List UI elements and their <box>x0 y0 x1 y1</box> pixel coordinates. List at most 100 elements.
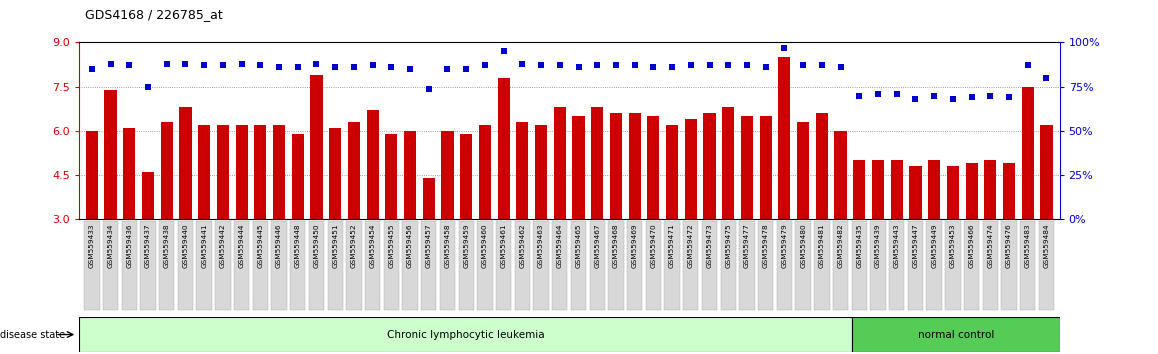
FancyBboxPatch shape <box>945 221 960 310</box>
FancyBboxPatch shape <box>159 221 175 310</box>
Text: GSM559438: GSM559438 <box>163 223 170 268</box>
Bar <box>516 122 528 219</box>
Point <box>364 63 382 68</box>
FancyBboxPatch shape <box>346 221 361 310</box>
Text: GDS4168 / 226785_at: GDS4168 / 226785_at <box>85 8 222 21</box>
FancyBboxPatch shape <box>889 221 904 310</box>
Point <box>513 61 532 67</box>
Text: GSM559465: GSM559465 <box>576 223 581 268</box>
Bar <box>591 107 603 219</box>
Text: GSM559447: GSM559447 <box>913 223 918 268</box>
FancyBboxPatch shape <box>85 221 100 310</box>
Text: GSM559459: GSM559459 <box>463 223 469 268</box>
Text: GSM559470: GSM559470 <box>651 223 657 268</box>
Point <box>831 64 850 70</box>
FancyBboxPatch shape <box>140 221 155 310</box>
Text: GSM559453: GSM559453 <box>950 223 955 268</box>
Bar <box>684 119 697 219</box>
Text: GSM559457: GSM559457 <box>426 223 432 268</box>
FancyBboxPatch shape <box>571 221 586 310</box>
Text: normal control: normal control <box>917 330 994 339</box>
Text: GSM559476: GSM559476 <box>1006 223 1012 268</box>
FancyBboxPatch shape <box>814 221 829 310</box>
Text: GSM559451: GSM559451 <box>332 223 338 268</box>
Bar <box>852 317 1060 352</box>
Point <box>662 64 681 70</box>
FancyBboxPatch shape <box>851 221 867 310</box>
Text: GSM559475: GSM559475 <box>725 223 731 268</box>
Bar <box>1003 164 1016 219</box>
Text: GSM559467: GSM559467 <box>594 223 600 268</box>
Bar <box>872 160 884 219</box>
Text: GSM559473: GSM559473 <box>706 223 712 268</box>
FancyBboxPatch shape <box>477 221 492 310</box>
Text: GSM559477: GSM559477 <box>743 223 750 268</box>
FancyBboxPatch shape <box>926 221 941 310</box>
Text: GSM559446: GSM559446 <box>276 223 283 268</box>
Point <box>850 93 868 98</box>
Text: GSM559472: GSM559472 <box>688 223 694 268</box>
Text: GSM559439: GSM559439 <box>875 223 881 268</box>
Bar <box>928 160 940 219</box>
Text: GSM559478: GSM559478 <box>763 223 769 268</box>
Bar <box>423 178 435 219</box>
FancyBboxPatch shape <box>1039 221 1054 310</box>
Point <box>195 63 213 68</box>
Text: GSM559463: GSM559463 <box>538 223 544 268</box>
Bar <box>123 128 135 219</box>
Bar <box>198 125 211 219</box>
Bar <box>891 160 903 219</box>
Text: GSM559462: GSM559462 <box>519 223 526 268</box>
Bar <box>909 166 922 219</box>
Bar <box>1040 125 1053 219</box>
Text: GSM559442: GSM559442 <box>220 223 226 268</box>
Text: GSM559481: GSM559481 <box>819 223 824 268</box>
Bar <box>86 131 98 219</box>
Bar <box>292 134 303 219</box>
Bar <box>723 107 734 219</box>
Bar <box>255 125 266 219</box>
FancyBboxPatch shape <box>871 221 886 310</box>
Bar <box>235 125 248 219</box>
FancyBboxPatch shape <box>963 221 980 310</box>
Text: GSM559445: GSM559445 <box>257 223 263 268</box>
Text: GSM559448: GSM559448 <box>295 223 301 268</box>
Point <box>588 63 607 68</box>
Point <box>925 93 944 98</box>
Point <box>570 64 588 70</box>
Bar <box>142 172 154 219</box>
Bar <box>441 131 454 219</box>
FancyBboxPatch shape <box>383 221 400 310</box>
FancyBboxPatch shape <box>422 221 437 310</box>
Text: GSM559483: GSM559483 <box>1025 223 1031 268</box>
Text: Chronic lymphocytic leukemia: Chronic lymphocytic leukemia <box>387 330 544 339</box>
FancyBboxPatch shape <box>271 221 287 310</box>
Bar <box>104 90 117 219</box>
Text: GSM559449: GSM559449 <box>931 223 937 268</box>
Point <box>139 84 157 90</box>
FancyBboxPatch shape <box>440 221 455 310</box>
Point <box>532 63 550 68</box>
Bar <box>217 125 229 219</box>
Point <box>756 64 775 70</box>
Bar <box>947 166 959 219</box>
Point <box>813 63 831 68</box>
Bar <box>460 134 472 219</box>
FancyBboxPatch shape <box>234 221 249 310</box>
Point <box>962 95 981 100</box>
Bar <box>835 131 846 219</box>
Bar <box>966 164 977 219</box>
Point <box>701 63 719 68</box>
Bar <box>984 160 996 219</box>
Text: GSM559443: GSM559443 <box>894 223 900 268</box>
Point <box>457 66 476 72</box>
Point <box>325 64 344 70</box>
FancyBboxPatch shape <box>309 221 324 310</box>
Text: GSM559454: GSM559454 <box>369 223 375 268</box>
Bar <box>1021 87 1034 219</box>
Point <box>887 91 906 97</box>
Bar <box>741 116 753 219</box>
FancyBboxPatch shape <box>983 221 998 310</box>
Bar <box>797 122 809 219</box>
Bar <box>367 110 379 219</box>
